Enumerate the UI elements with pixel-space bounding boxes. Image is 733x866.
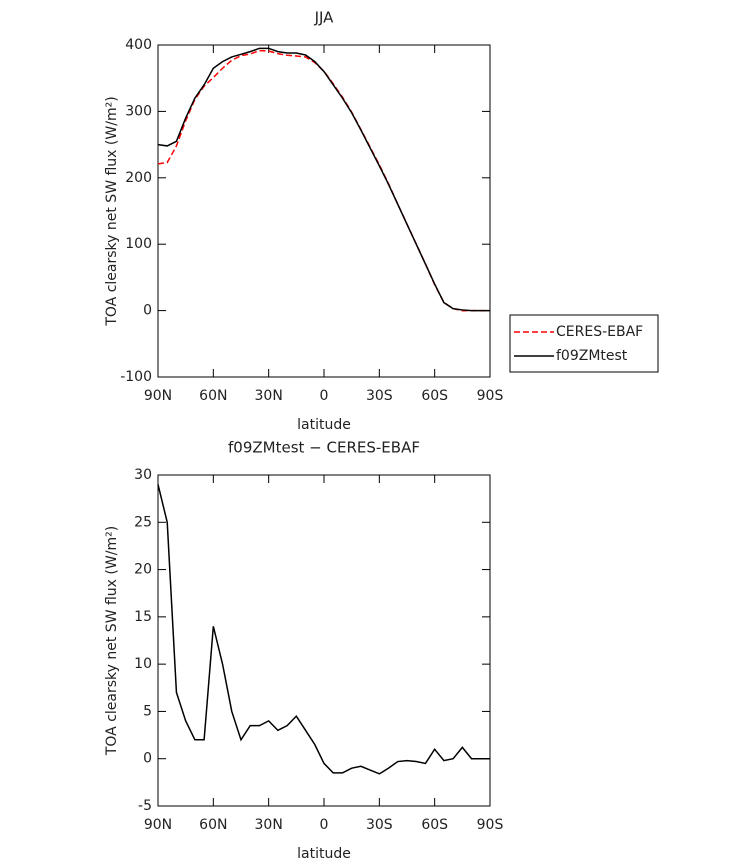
y-tick-label: 0: [143, 751, 152, 767]
y-tick-label: 30: [134, 467, 152, 483]
y-tick-label: -5: [138, 798, 152, 814]
legend-label: CERES-EBAF: [556, 324, 643, 340]
x-tick-label: 30N: [255, 817, 283, 833]
y-axis-label: TOA clearsky net SW flux (W/m²): [104, 96, 120, 326]
y-axis-label: TOA clearsky net SW flux (W/m²): [104, 526, 120, 756]
x-tick-label: 30S: [366, 817, 393, 833]
y-tick-label: 100: [125, 236, 152, 252]
x-tick-label: 0: [320, 817, 329, 833]
chart-title: f09ZMtest − CERES-EBAF: [228, 439, 420, 457]
y-tick-label: 400: [125, 37, 152, 53]
data-line: [157, 484, 490, 775]
x-tick-label: 90S: [477, 817, 504, 833]
chart-title: JJA: [314, 9, 335, 27]
x-tick-label: 90S: [477, 388, 504, 404]
x-tick-label: 60N: [199, 388, 227, 404]
y-tick-label: 300: [125, 103, 152, 119]
plot-frame: [157, 44, 491, 378]
x-tick-label: 90N: [144, 817, 172, 833]
x-tick-label: 60S: [421, 388, 448, 404]
y-tick-label: 200: [125, 170, 152, 186]
data-line: [157, 47, 490, 312]
x-tick-label: 60N: [199, 817, 227, 833]
y-tick-label: 20: [134, 562, 152, 578]
y-tick-label: -100: [120, 369, 152, 385]
y-tick-label: 10: [134, 656, 152, 672]
x-tick-label: 0: [320, 388, 329, 404]
x-tick-label: 30S: [366, 388, 393, 404]
legend-box: [509, 314, 659, 373]
data-line: [157, 49, 490, 312]
x-axis-label: latitude: [297, 846, 351, 862]
x-tick-label: 60S: [421, 817, 448, 833]
x-axis-label: latitude: [297, 417, 351, 433]
x-tick-label: 90N: [144, 388, 172, 404]
y-tick-label: 15: [134, 609, 152, 625]
legend-label: f09ZMtest: [556, 348, 628, 364]
y-tick-label: 0: [143, 303, 152, 319]
x-tick-label: 30N: [255, 388, 283, 404]
y-tick-label: 25: [134, 514, 152, 530]
y-tick-label: 5: [143, 703, 152, 719]
